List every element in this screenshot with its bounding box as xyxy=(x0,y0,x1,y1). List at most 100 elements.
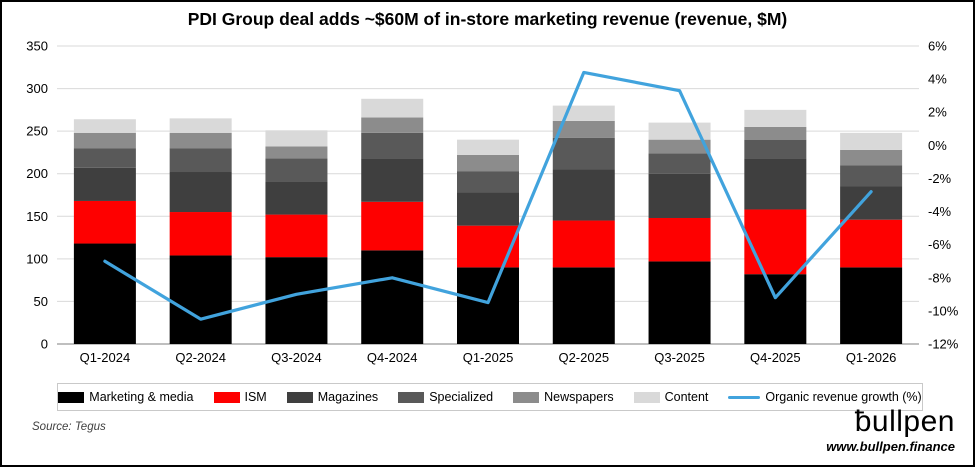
legend-label: Content xyxy=(664,390,709,404)
source-note: Source: Tegus xyxy=(32,421,106,433)
bar-segment xyxy=(840,219,903,268)
bar-segment xyxy=(457,139,519,155)
legend-swatch xyxy=(398,391,425,403)
right-axis-tick-label: -4% xyxy=(928,204,952,219)
bar-segment xyxy=(648,173,711,218)
chart-legend: Marketing & media ISM Magazines Specialized… xyxy=(57,383,923,411)
category-label: Q3-2024 xyxy=(271,350,322,365)
legend-line-swatch xyxy=(728,395,761,399)
left-axis-tick-label: 350 xyxy=(26,39,48,54)
bar-segment xyxy=(648,217,711,262)
bar-segment xyxy=(840,132,903,150)
bar-segment xyxy=(744,139,807,159)
legend-label: Specialized xyxy=(429,390,494,404)
bar-segment xyxy=(457,225,519,268)
bar-segment xyxy=(552,220,615,268)
bar-segment xyxy=(552,137,615,170)
legend-label: Magazines xyxy=(317,390,379,404)
bar-segment xyxy=(169,255,232,344)
bar-segment xyxy=(552,169,615,221)
bar-segment xyxy=(169,148,232,173)
bar-segment xyxy=(73,167,136,201)
left-axis-tick-label: 300 xyxy=(26,81,48,96)
category-label: Q4-2024 xyxy=(367,350,418,365)
bar-segment xyxy=(648,261,711,344)
legend-swatch xyxy=(513,391,540,403)
bar-segment xyxy=(552,105,615,121)
bar-segment xyxy=(457,154,519,172)
bar-segment xyxy=(744,158,807,210)
legend-label: ISM xyxy=(244,390,267,404)
bullpen-url: www.bullpen.finance xyxy=(826,438,955,454)
left-axis-tick-label: 250 xyxy=(26,124,48,139)
bar-segment xyxy=(648,153,711,174)
legend-item: Marketing & media xyxy=(58,390,194,404)
legend-item-line: Organic revenue growth (%) xyxy=(728,390,922,404)
left-axis-tick-label: 50 xyxy=(34,294,48,309)
chart-title: PDI Group deal adds ~$60M of in-store ma… xyxy=(187,9,788,29)
bar-segment xyxy=(457,192,519,226)
bar-segment xyxy=(265,130,328,147)
left-axis-tick-label: 0 xyxy=(41,337,48,352)
legend-item: Magazines xyxy=(286,390,379,404)
category-label: Q2-2024 xyxy=(175,350,226,365)
right-axis-tick-label: -2% xyxy=(928,171,952,186)
bar-segment xyxy=(361,98,424,118)
category-label: Q3-2025 xyxy=(654,350,705,365)
bar-segment xyxy=(73,200,136,244)
bar-segment xyxy=(648,139,711,154)
legend-item: Content xyxy=(633,390,709,404)
bar-segment xyxy=(840,267,903,344)
combo-chart: 0 50 100 150 200 250 300 350 6% 4% 2% 0% -2% -4% -6% -8… xyxy=(26,39,959,366)
right-axis-tick-label: -8% xyxy=(928,270,952,285)
right-axis-tick-label: -6% xyxy=(928,237,952,252)
bar-segment xyxy=(73,132,136,149)
legend-swatch xyxy=(58,391,85,403)
bar-segment xyxy=(265,146,328,159)
legend-swatch xyxy=(286,391,313,403)
right-axis-tick-label: 2% xyxy=(928,105,947,120)
bar-segment xyxy=(169,172,232,213)
category-label: Q1-2025 xyxy=(463,350,514,365)
legend-label: Organic revenue growth (%) xyxy=(765,390,922,404)
left-axis-tick-label: 200 xyxy=(26,166,48,181)
bar-segment xyxy=(73,243,136,344)
bar-segment xyxy=(169,132,232,149)
legend-swatch xyxy=(633,391,660,403)
category-label: Q2-2025 xyxy=(558,350,609,365)
bar-segment xyxy=(744,274,807,344)
bullpen-logo: ƀullpen xyxy=(854,405,955,438)
bar-segment xyxy=(361,201,424,251)
category-label: Q1-2024 xyxy=(80,350,131,365)
bar-segment xyxy=(73,119,136,133)
right-axis-tick-label: -12% xyxy=(928,337,959,352)
bar-segment xyxy=(744,126,807,140)
legend-item: ISM xyxy=(213,390,267,404)
bar-segment xyxy=(265,158,328,182)
category-label: Q1-2026 xyxy=(846,350,897,365)
legend-item: Newspapers xyxy=(513,390,614,404)
legend-item: Specialized xyxy=(398,390,493,404)
left-axis-tick-label: 150 xyxy=(26,209,48,224)
bar-segment xyxy=(361,132,424,159)
bar-segment xyxy=(361,117,424,133)
left-axis-tick-label: 100 xyxy=(26,251,48,266)
bar-segment xyxy=(169,118,232,133)
organic-growth-line xyxy=(103,70,873,321)
bar-segment xyxy=(265,181,328,215)
right-axis-tick-label: 6% xyxy=(928,39,947,54)
bar-segment xyxy=(265,214,328,258)
bar-segment xyxy=(552,120,615,138)
bar-segment xyxy=(169,212,232,256)
legend-swatch xyxy=(213,391,240,403)
category-label: Q4-2025 xyxy=(750,350,801,365)
bar-segment xyxy=(361,158,424,202)
bar-segment xyxy=(457,171,519,193)
legend-label: Newspapers xyxy=(544,390,614,404)
branding-block: ƀullpen www.bullpen.finance xyxy=(826,406,955,453)
bar-segment xyxy=(73,148,136,168)
right-axis-tick-label: 0% xyxy=(928,138,947,153)
bar-segment xyxy=(361,250,424,344)
bar-segment xyxy=(552,267,615,344)
